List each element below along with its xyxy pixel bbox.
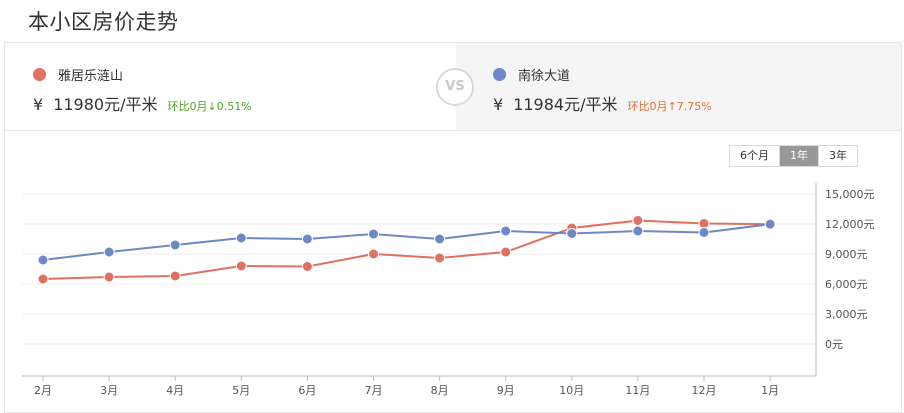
data-point[interactable] — [632, 215, 644, 226]
compare-header: 雅居乐涟山 ¥ 11980元/平米 环比0月↓0.51% VS 南徐大道 ¥ 1… — [5, 43, 901, 131]
price-value: 11984元/平米 — [513, 95, 618, 114]
month-change: 环比0月↓0.51% — [167, 100, 252, 113]
data-point[interactable] — [566, 228, 578, 239]
data-point[interactable] — [235, 260, 247, 272]
y-tick-label: 6,000元 — [825, 278, 868, 291]
y-tick-label: 15,000元 — [825, 188, 875, 201]
series-color-dot — [493, 68, 506, 81]
range-3-years-button[interactable]: 3年 — [819, 146, 857, 166]
data-point[interactable] — [500, 246, 512, 258]
range-1-year-button[interactable]: 1年 — [780, 146, 819, 166]
x-tick-label: 2月 — [34, 384, 52, 397]
data-point[interactable] — [169, 270, 181, 282]
x-tick-label: 5月 — [232, 384, 250, 397]
data-point[interactable] — [368, 248, 379, 260]
page-title: 本小区房价走势 — [28, 10, 179, 34]
month-change: 环比0月↑7.75% — [627, 100, 712, 113]
x-tick-label: 8月 — [431, 384, 449, 397]
x-tick-label: 11月 — [625, 384, 650, 397]
compare-right-bg — [456, 43, 901, 130]
x-tick-label: 10月 — [559, 384, 584, 397]
road-name: 南徐大道 — [518, 69, 571, 84]
data-point[interactable] — [632, 225, 644, 237]
y-tick-label: 12,000元 — [825, 218, 875, 231]
range-6-months-button[interactable]: 6个月 — [730, 146, 780, 166]
x-tick-label: 12月 — [692, 384, 717, 397]
data-point[interactable] — [169, 239, 181, 251]
data-point[interactable] — [368, 228, 379, 240]
x-tick-label: 3月 — [100, 384, 118, 397]
series-color-dot — [33, 68, 46, 81]
series-line-2 — [42, 223, 771, 261]
vs-badge: VS — [436, 68, 474, 106]
data-point[interactable] — [434, 252, 446, 264]
x-tick-label: 6月 — [298, 384, 316, 397]
community-name: 雅居乐涟山 — [58, 69, 124, 84]
currency-symbol: ¥ — [33, 95, 44, 114]
time-range-selector: 6个月 1年 3年 — [729, 145, 858, 167]
data-point[interactable] — [301, 261, 313, 272]
data-point[interactable] — [698, 227, 710, 238]
y-tick-label: 9,000元 — [825, 248, 868, 261]
y-tick-label: 0元 — [825, 338, 843, 351]
series-line-1 — [42, 219, 771, 280]
price-value: 11980元/平米 — [53, 95, 158, 114]
data-point[interactable] — [301, 233, 313, 245]
data-point[interactable] — [500, 225, 512, 237]
chart-panel: 雅居乐涟山 ¥ 11980元/平米 环比0月↓0.51% VS 南徐大道 ¥ 1… — [4, 42, 902, 413]
data-point[interactable] — [235, 232, 247, 244]
data-point[interactable] — [103, 271, 115, 283]
x-tick-label: 9月 — [497, 384, 515, 397]
y-tick-label: 3,000元 — [825, 308, 868, 321]
x-tick-label: 4月 — [166, 384, 184, 397]
currency-symbol: ¥ — [493, 95, 504, 114]
data-point[interactable] — [37, 254, 49, 266]
data-point[interactable] — [37, 273, 49, 285]
x-tick-label: 1月 — [761, 384, 779, 397]
data-point[interactable] — [764, 218, 776, 230]
data-point[interactable] — [434, 233, 446, 245]
x-tick-label: 7月 — [365, 384, 383, 397]
data-point[interactable] — [103, 246, 115, 258]
